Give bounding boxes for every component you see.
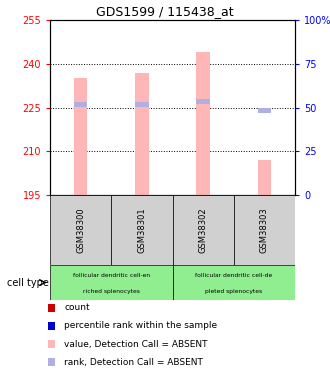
Bar	[48, 322, 55, 330]
Bar	[74, 78, 87, 195]
Text: count: count	[64, 303, 90, 312]
Bar	[173, 195, 234, 265]
Bar	[196, 52, 210, 195]
Text: GDS1599 / 115438_at: GDS1599 / 115438_at	[96, 5, 234, 18]
Bar	[50, 265, 173, 300]
Text: pleted splenocytes: pleted splenocytes	[205, 289, 262, 294]
Bar	[258, 160, 271, 195]
Bar	[258, 108, 271, 112]
Bar	[48, 340, 55, 348]
Bar	[48, 304, 55, 312]
Text: GSM38302: GSM38302	[199, 207, 208, 253]
Bar	[135, 102, 148, 107]
Bar	[111, 195, 173, 265]
Bar	[173, 265, 295, 300]
Text: GSM38300: GSM38300	[76, 207, 85, 253]
Bar	[196, 99, 210, 104]
Bar	[234, 195, 295, 265]
Bar	[50, 195, 111, 265]
Text: value, Detection Call = ABSENT: value, Detection Call = ABSENT	[64, 339, 208, 348]
Bar	[48, 358, 55, 366]
Text: percentile rank within the sample: percentile rank within the sample	[64, 321, 217, 330]
Bar	[74, 102, 87, 107]
Bar	[135, 72, 148, 195]
Text: rank, Detection Call = ABSENT: rank, Detection Call = ABSENT	[64, 357, 203, 366]
Text: riched splenocytes: riched splenocytes	[83, 289, 140, 294]
Text: GSM38303: GSM38303	[260, 207, 269, 253]
Text: follicular dendritic cell-en: follicular dendritic cell-en	[73, 273, 150, 278]
Text: GSM38301: GSM38301	[137, 207, 147, 253]
Text: cell type: cell type	[7, 278, 49, 288]
Text: follicular dendritic cell-de: follicular dendritic cell-de	[195, 273, 272, 278]
